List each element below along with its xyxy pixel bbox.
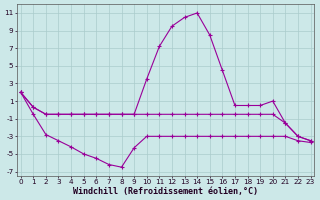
X-axis label: Windchill (Refroidissement éolien,°C): Windchill (Refroidissement éolien,°C): [73, 187, 258, 196]
